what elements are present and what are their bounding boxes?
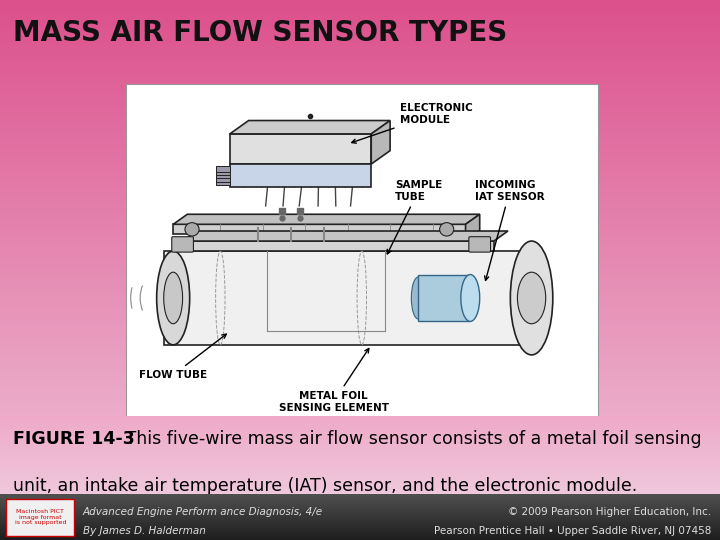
Polygon shape — [183, 231, 508, 241]
Text: © 2009 Pearson Higher Education, Inc.: © 2009 Pearson Higher Education, Inc. — [508, 507, 711, 517]
Polygon shape — [173, 214, 480, 224]
Text: INCOMING
IAT SENSOR: INCOMING IAT SENSOR — [475, 180, 544, 280]
FancyBboxPatch shape — [172, 237, 194, 252]
Text: By James D. Halderman: By James D. Halderman — [83, 526, 206, 536]
Ellipse shape — [440, 222, 454, 236]
Text: Macintosh PICT
image format
is not supported: Macintosh PICT image format is not suppo… — [14, 509, 66, 525]
Ellipse shape — [185, 222, 199, 236]
Polygon shape — [372, 120, 390, 164]
Polygon shape — [466, 214, 480, 234]
Text: This five-wire mass air flow sensor consists of a metal foil sensing: This five-wire mass air flow sensor cons… — [120, 430, 701, 448]
Polygon shape — [183, 241, 494, 251]
Text: unit, an intake air temperature (IAT) sensor, and the electronic module.: unit, an intake air temperature (IAT) se… — [13, 477, 637, 495]
Polygon shape — [418, 274, 470, 321]
Ellipse shape — [461, 274, 480, 321]
Ellipse shape — [157, 251, 189, 345]
Text: SAMPLE
TUBE: SAMPLE TUBE — [387, 180, 442, 254]
Ellipse shape — [518, 272, 546, 324]
Polygon shape — [173, 224, 466, 234]
FancyBboxPatch shape — [6, 499, 74, 536]
Ellipse shape — [510, 241, 553, 355]
Text: ELECTRONIC
MODULE: ELECTRONIC MODULE — [352, 103, 472, 143]
FancyBboxPatch shape — [126, 84, 598, 418]
Text: MASS AIR FLOW SENSOR TYPES: MASS AIR FLOW SENSOR TYPES — [13, 19, 507, 47]
Polygon shape — [215, 173, 230, 178]
Ellipse shape — [411, 277, 426, 319]
Text: FIGURE 14-3: FIGURE 14-3 — [13, 430, 135, 448]
FancyBboxPatch shape — [469, 237, 490, 252]
Polygon shape — [215, 177, 230, 182]
Text: Advanced Engine Perform ance Diagnosis, 4/e: Advanced Engine Perform ance Diagnosis, … — [83, 507, 323, 517]
Text: METAL FOIL
SENSING ELEMENT: METAL FOIL SENSING ELEMENT — [279, 348, 389, 413]
Polygon shape — [215, 170, 230, 175]
Ellipse shape — [163, 272, 183, 324]
Polygon shape — [230, 134, 372, 164]
Polygon shape — [230, 120, 390, 134]
Text: Pearson Prentice Hall • Upper Saddle River, NJ 07458: Pearson Prentice Hall • Upper Saddle Riv… — [434, 526, 711, 536]
Polygon shape — [215, 180, 230, 185]
Polygon shape — [215, 166, 230, 172]
Text: FLOW TUBE: FLOW TUBE — [139, 334, 226, 380]
Polygon shape — [163, 251, 541, 345]
Polygon shape — [230, 164, 372, 187]
